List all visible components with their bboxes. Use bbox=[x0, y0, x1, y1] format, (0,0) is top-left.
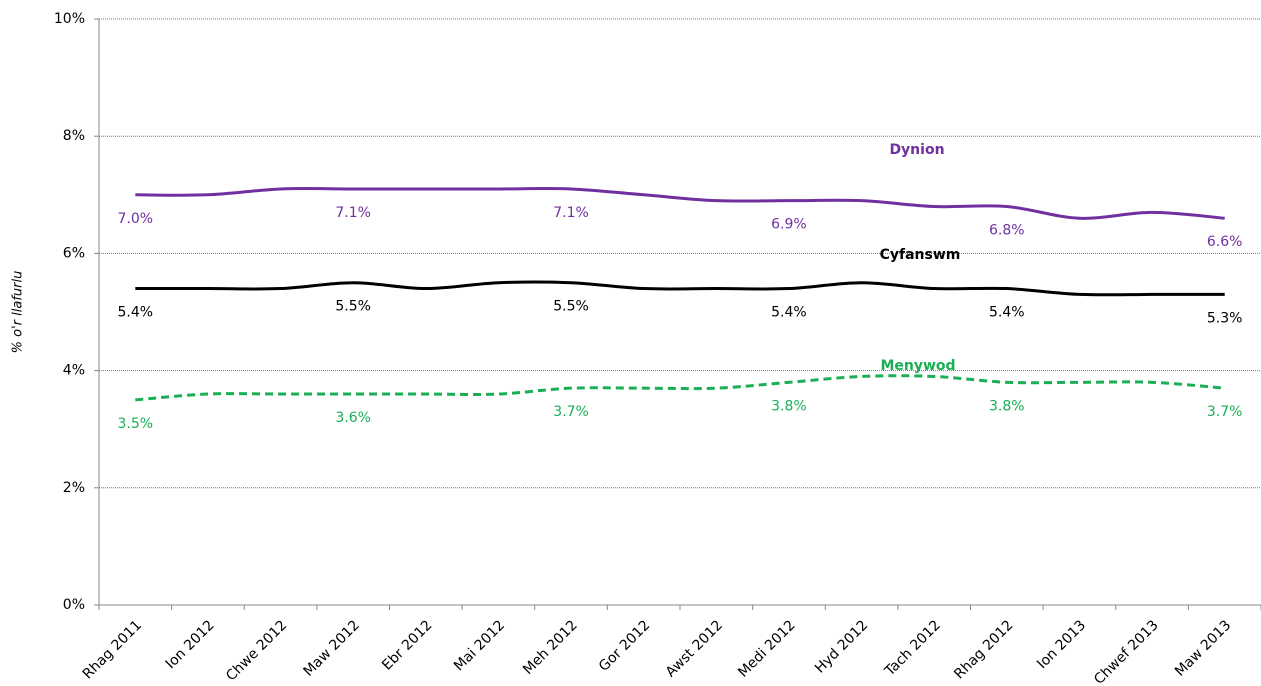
x-tick-label: Rhag 2012 bbox=[951, 617, 1016, 682]
x-tick-label: Chwef 2013 bbox=[1091, 617, 1162, 686]
series-line bbox=[135, 280, 1225, 297]
series-name: Dynion bbox=[889, 142, 944, 158]
x-tick-label: Ebr 2012 bbox=[379, 617, 435, 673]
data-label: 7.1% bbox=[335, 205, 371, 221]
x-tick-label: Awst 2012 bbox=[663, 617, 726, 680]
data-label: 6.6% bbox=[1207, 234, 1243, 250]
data-label: 7.1% bbox=[553, 205, 589, 221]
x-tick-label: Ion 2013 bbox=[1034, 617, 1089, 672]
data-label: 5.4% bbox=[989, 305, 1025, 321]
y-tick-label: 10% bbox=[54, 11, 85, 27]
x-tick-label: Medi 2012 bbox=[735, 617, 798, 680]
data-label: 3.8% bbox=[771, 398, 807, 414]
x-tick-label: Hyd 2012 bbox=[812, 617, 871, 676]
x-tick-label: Meh 2012 bbox=[520, 617, 581, 678]
y-tick-label: 8% bbox=[63, 128, 85, 144]
x-tick-label: Rhag 2011 bbox=[80, 617, 145, 682]
x-tick-label: Maw 2013 bbox=[1172, 617, 1234, 679]
data-label: 3.7% bbox=[553, 404, 589, 420]
series-name: Cyfanswm bbox=[880, 247, 961, 263]
data-label: 3.7% bbox=[1207, 404, 1243, 420]
data-label: 5.4% bbox=[118, 305, 154, 321]
x-tick-label: Mai 2012 bbox=[451, 617, 508, 674]
y-tick-label: 2% bbox=[63, 480, 85, 496]
y-tick-label: 6% bbox=[63, 245, 85, 261]
series-line bbox=[135, 374, 1225, 402]
data-label: 3.5% bbox=[118, 416, 154, 432]
data-label: 5.4% bbox=[771, 305, 807, 321]
data-label: 5.3% bbox=[1207, 310, 1243, 326]
y-tick-label: 0% bbox=[63, 597, 85, 613]
data-label: 3.6% bbox=[335, 410, 371, 426]
data-label: 5.5% bbox=[335, 299, 371, 315]
y-axis-label: % o'r llafurlu bbox=[11, 271, 26, 354]
x-tick-label: Tach 2012 bbox=[881, 617, 944, 680]
data-label: 6.9% bbox=[771, 217, 807, 233]
data-label: 7.0% bbox=[118, 211, 154, 227]
x-tick-label: Ion 2012 bbox=[163, 617, 218, 672]
data-label: 3.8% bbox=[989, 398, 1025, 414]
series-name: Menywod bbox=[880, 358, 955, 374]
y-tick-label: 4% bbox=[63, 363, 85, 379]
x-tick-label: Gor 2012 bbox=[596, 617, 653, 674]
x-tick-label: Chwe 2012 bbox=[223, 617, 290, 684]
x-tick-label: Maw 2012 bbox=[300, 617, 362, 679]
series-line bbox=[135, 187, 1225, 220]
data-label: 6.8% bbox=[989, 223, 1025, 239]
data-label: 5.5% bbox=[553, 299, 589, 315]
